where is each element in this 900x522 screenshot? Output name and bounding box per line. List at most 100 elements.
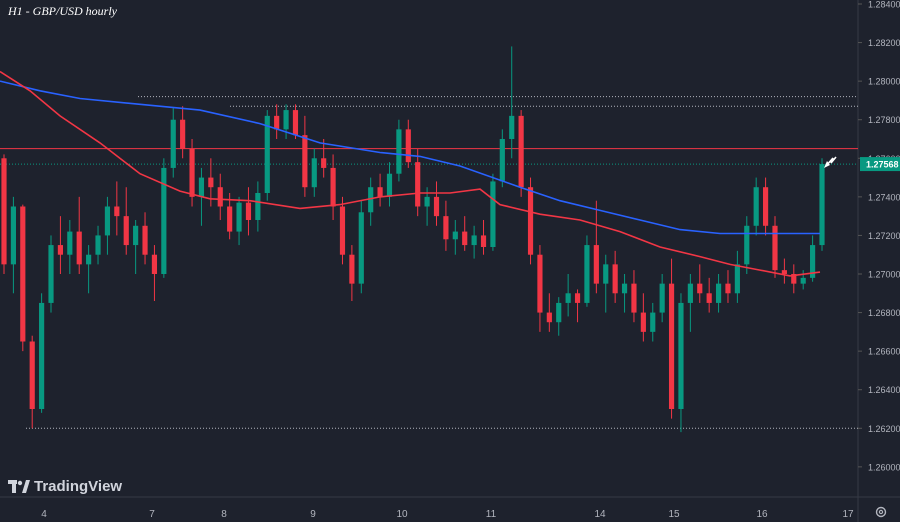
candle-body [527,187,534,255]
candle-body [405,129,411,163]
x-tick-label: 17 [842,509,854,520]
candle-body [245,202,252,220]
candle-body [678,302,684,409]
candle-body [151,254,158,274]
candle-body [734,264,740,294]
y-tick-label: 1.27200 [868,231,900,241]
candle-body [1,158,7,265]
candle-body [236,202,242,232]
candle-body [48,245,54,303]
moving-average-blue [0,80,820,235]
tradingview-logo: TradingView [8,478,122,495]
candle-body [443,216,449,240]
candle-body [255,193,261,220]
candle-body [565,293,571,303]
candle-body [189,148,195,197]
y-tick-label: 1.26200 [868,424,900,434]
last-price-badge [860,157,900,172]
candle-body [640,312,646,332]
candle-body [67,231,73,255]
candle-body [725,283,731,294]
y-tick-label: 1.28400 [868,0,900,10]
candle-body [753,187,759,226]
candle-body [791,274,797,284]
y-tick-label: 1.27000 [868,270,900,280]
candle-body [715,283,722,303]
candle-body [311,158,317,188]
x-tick-label: 4 [41,509,47,520]
candle-body [386,173,393,197]
candle-body [499,139,505,182]
candle-body [39,302,45,409]
arrow-annotation [825,156,837,167]
candle-body [29,341,35,409]
candle-body [208,177,214,188]
candle-body [471,235,477,246]
candle-body [123,216,129,246]
candle-body [574,293,581,303]
candle-body [217,187,223,207]
candle-body [584,245,590,303]
x-tick-label: 15 [668,509,680,520]
candle-body [264,115,270,193]
candle-body [772,225,778,271]
y-tick-label: 1.28000 [868,77,900,87]
candle-body [415,162,421,207]
candle-body [377,187,383,197]
candle-body [612,264,618,294]
candle-body [556,302,562,323]
candle-body [781,270,787,274]
x-tick-label: 7 [149,509,155,520]
candle-body [706,293,712,303]
moving-average-red [0,70,821,277]
candle-body [227,206,233,232]
candle-body [518,115,524,188]
y-tick-label: 1.26400 [868,385,900,395]
candle-body [180,119,186,149]
candle-body [452,231,458,240]
candle-body [330,167,336,207]
candle-body [603,264,609,284]
candle-body [198,177,205,197]
candle-body [368,187,374,213]
candle-body [95,235,101,255]
candle-body [537,254,543,313]
candle-body [462,231,468,246]
y-tick-label: 1.27400 [868,192,900,202]
x-tick-label: 11 [486,509,497,520]
candle-body [810,245,816,278]
candle-body [593,245,599,284]
candle-body [621,283,628,294]
x-tick-label: 14 [594,509,606,520]
candle-body [480,235,487,247]
tradingview-logo-icon [8,479,30,493]
candle-body [659,283,665,313]
candle-body [133,225,139,246]
candle-body [433,196,440,217]
candle-body [744,225,750,265]
candle-body [650,312,656,332]
candle-body [687,283,693,303]
candle-body [358,212,364,284]
candle-body [424,196,430,207]
arrow-head [824,161,830,168]
x-tick-label: 16 [756,509,768,520]
candle-body [631,283,637,313]
candle-body [142,225,148,255]
candle-body [509,115,515,139]
candle-body [819,164,825,246]
y-tick-label: 1.26600 [868,347,900,357]
settings-gear-icon[interactable] [874,505,888,519]
candle-body [339,206,346,255]
candle-body [283,110,289,130]
candle-body [396,129,402,174]
y-tick-label: 1.28200 [868,38,900,48]
candle-body [161,167,167,274]
candle-body [546,312,552,323]
y-tick-label: 1.26800 [868,308,900,318]
candle-body [697,283,703,294]
candle-body [57,245,63,255]
candle-body [86,254,92,265]
candle-body [490,181,496,247]
